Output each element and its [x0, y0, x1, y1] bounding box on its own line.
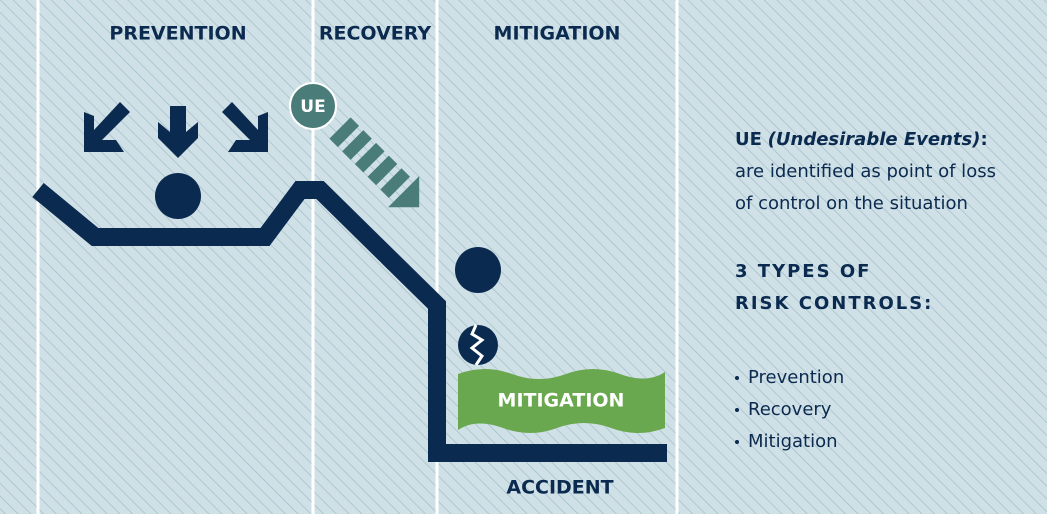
diagram: PREVENTION RECOVERY MITIGATION UE MITIGA… [0, 0, 1047, 514]
list-item: Prevention [748, 367, 844, 388]
expansion: (Undesirable Events) [768, 129, 981, 150]
term: UE [735, 129, 762, 150]
mitigation-label: MITIGATION [498, 390, 625, 412]
section-heading: 3 TYPES OF [735, 261, 871, 282]
colon: : [980, 129, 987, 150]
section-heading: RISK CONTROLS: [735, 293, 933, 314]
list-item: Mitigation [748, 431, 838, 452]
definition: UE (Undesirable Events): [735, 129, 988, 150]
header: RECOVERY [319, 23, 431, 45]
background [0, 0, 1047, 514]
accident-label: ACCIDENT [506, 477, 613, 499]
ball [155, 173, 201, 219]
list-item: Recovery [748, 399, 832, 420]
ue-label: UE [300, 97, 325, 117]
ball [455, 247, 501, 293]
header: MITIGATION [494, 23, 621, 45]
header: PREVENTION [109, 23, 246, 45]
definition-text: of control on the situation [735, 193, 968, 214]
definition-text: are identified as point of loss [735, 161, 996, 182]
